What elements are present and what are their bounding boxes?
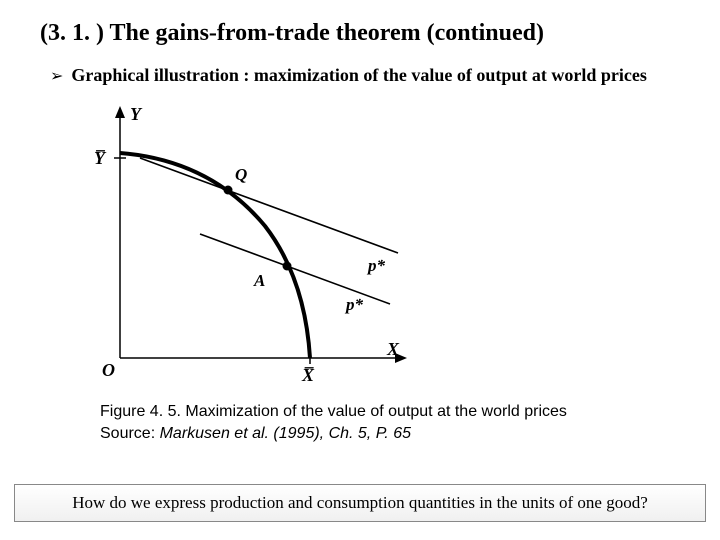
point-a-label: A <box>253 271 265 290</box>
point-q <box>224 186 233 195</box>
caption-source-italic: Markusen et al. (1995), Ch. 5, P. 65 <box>160 425 411 442</box>
caption-line-1: Figure 4. 5. Maximization of the value o… <box>100 401 690 423</box>
slide-container: (3. 1. ) The gains-from-trade theorem (c… <box>0 0 720 540</box>
ppf-curve <box>120 153 310 358</box>
x-bar-label: X̅ <box>301 365 315 385</box>
ppf-diagram: Y X O Y̅ X̅ Q A p* p* <box>70 98 430 393</box>
page-title: (3. 1. ) The gains-from-trade theorem (c… <box>40 20 690 47</box>
bullet-item: ➢ Graphical illustration : maximization … <box>50 65 690 86</box>
x-axis-label: X <box>386 339 400 359</box>
origin-label: O <box>102 360 115 380</box>
caption-line-2: Source: Markusen et al. (1995), Ch. 5, P… <box>100 423 690 445</box>
point-a <box>283 262 292 271</box>
footer-question-box: How do we express production and consump… <box>14 484 706 522</box>
price-label-lower: p* <box>344 295 364 314</box>
y-bar-label: Y̅ <box>94 148 107 168</box>
point-q-label: Q <box>235 165 247 184</box>
figure-area: Y X O Y̅ X̅ Q A p* p* Figure 4. 5. Maxim… <box>70 98 690 444</box>
y-axis-arrow-icon <box>115 106 125 118</box>
footer-question-text: How do we express production and consump… <box>72 493 648 512</box>
bullet-marker-icon: ➢ <box>50 66 63 86</box>
price-label-upper: p* <box>366 256 386 275</box>
price-line-upper <box>140 158 398 253</box>
price-line-lower <box>200 234 390 304</box>
y-axis-label: Y <box>130 104 143 124</box>
bullet-text: Graphical illustration : maximization of… <box>71 65 646 86</box>
caption-source-prefix: Source: <box>100 425 160 442</box>
figure-caption: Figure 4. 5. Maximization of the value o… <box>100 401 690 444</box>
